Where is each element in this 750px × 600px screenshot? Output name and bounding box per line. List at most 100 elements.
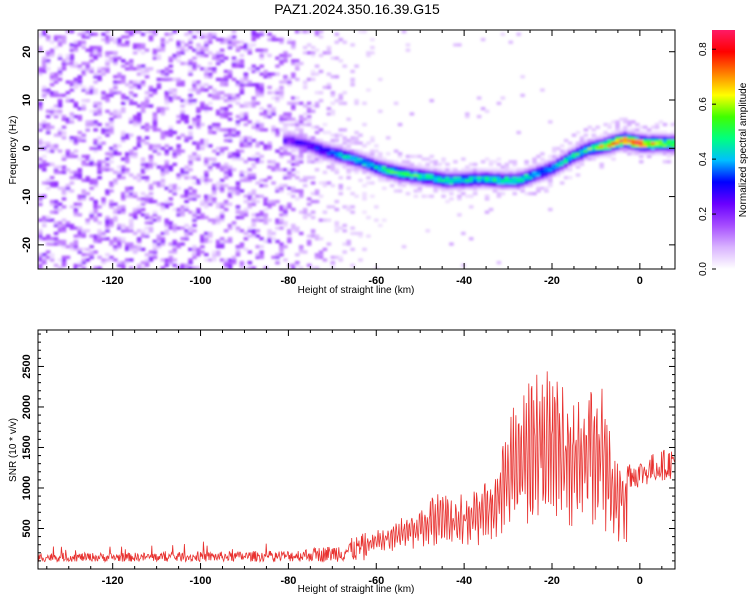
heatmap-cell — [85, 191, 90, 196]
heatmap-cell — [520, 93, 525, 97]
heatmap-cell — [583, 133, 589, 137]
heatmap-cell — [579, 146, 585, 151]
heatmap-cell — [599, 138, 604, 143]
heatmap-cell — [263, 48, 268, 52]
heatmap-cell — [117, 205, 122, 209]
heatmap-cell — [219, 218, 225, 222]
heatmap-cell — [567, 141, 573, 145]
heatmap-cell — [551, 170, 557, 174]
heatmap-cell — [314, 30, 320, 34]
heatmap-cell — [378, 223, 383, 228]
heatmap-cell — [69, 189, 75, 193]
heatmap-cell — [164, 40, 170, 44]
heatmap-cell — [354, 194, 359, 198]
heatmap-cell — [251, 30, 257, 34]
heatmap-cell — [512, 186, 518, 190]
heatmap-cell — [575, 146, 581, 151]
heatmap-cell — [255, 35, 261, 39]
snr-x-label: Height of straight line (km) — [298, 584, 415, 595]
heatmap-cell — [124, 186, 130, 190]
heatmap-cell — [417, 184, 423, 188]
heatmap-cell — [148, 250, 154, 254]
heatmap-cell — [49, 202, 55, 206]
heatmap-cell — [579, 141, 585, 145]
heatmap-cell — [251, 191, 257, 196]
heatmap-cell — [449, 191, 454, 196]
heatmap-cell — [208, 197, 213, 201]
heatmap-cell — [73, 83, 79, 87]
heatmap-cell — [69, 247, 75, 252]
heatmap-cell — [302, 112, 308, 116]
heatmap-cell — [370, 168, 375, 172]
heatmap-cell — [148, 255, 154, 259]
heatmap-cell — [397, 181, 403, 185]
heatmap-cell — [283, 168, 288, 172]
heatmap-cell — [109, 160, 114, 164]
heatmap-cell — [184, 229, 189, 233]
heatmap-cell — [413, 178, 419, 182]
heatmap-cell — [350, 157, 355, 161]
heatmap-cell — [504, 162, 510, 167]
heatmap-cell — [235, 250, 241, 254]
heatmap-cell — [121, 107, 126, 111]
heatmap-cell — [196, 181, 201, 185]
heatmap-cell — [188, 194, 193, 198]
heatmap-cell — [61, 130, 67, 135]
heatmap-cell — [670, 133, 675, 137]
heatmap-cell — [204, 144, 209, 148]
heatmap-cell — [650, 138, 656, 143]
heatmap-cell — [57, 72, 63, 76]
heatmap-cell — [49, 40, 55, 44]
heatmap-cell — [263, 199, 268, 204]
heatmap-cell — [425, 170, 431, 174]
heatmap-cell — [342, 136, 347, 140]
heatmap-cell — [520, 184, 525, 188]
x-tick-label: -20 — [544, 275, 560, 287]
heatmap-cell — [619, 128, 624, 132]
heatmap-cell — [61, 157, 67, 161]
heatmap-cell — [89, 53, 94, 58]
heatmap-cell — [575, 157, 581, 161]
y-tick-label: 1500 — [21, 435, 33, 459]
heatmap-cell — [57, 128, 63, 132]
heatmap-cell — [330, 160, 336, 164]
heatmap-cell — [77, 194, 83, 198]
heatmap-cell — [378, 173, 383, 177]
heatmap-cell — [61, 170, 67, 174]
heatmap-cell — [263, 221, 268, 225]
heatmap-cell — [666, 146, 672, 151]
heatmap-cell — [231, 223, 237, 228]
heatmap-cell — [433, 181, 438, 185]
heatmap-cell — [314, 32, 320, 36]
heatmap-cell — [89, 162, 94, 167]
heatmap-cell — [342, 223, 347, 228]
heatmap-cell — [211, 157, 217, 161]
heatmap-cell — [93, 149, 98, 153]
heatmap-cell — [93, 104, 98, 108]
x-tick-label: -80 — [280, 275, 296, 287]
heatmap-cell — [571, 146, 577, 151]
heatmap-cell — [310, 109, 316, 113]
heatmap-cell — [243, 138, 249, 143]
heatmap-cell — [575, 141, 581, 145]
heatmap-cell — [457, 189, 462, 193]
heatmap-cell — [132, 80, 138, 84]
heatmap-cell — [302, 45, 308, 50]
heatmap-cell — [38, 162, 43, 167]
heatmap-cell — [53, 205, 59, 209]
heatmap-cell — [223, 229, 229, 233]
heatmap-cell — [69, 170, 75, 174]
heatmap-cell — [61, 263, 67, 267]
heatmap-cell — [105, 223, 110, 228]
heatmap-cell — [500, 170, 506, 174]
heatmap-cell — [551, 168, 557, 172]
heatmap-cell — [346, 146, 351, 151]
heatmap-cell — [583, 144, 589, 148]
heatmap-cell — [283, 149, 288, 153]
heatmap-cell — [287, 146, 292, 151]
heatmap-cell — [192, 176, 197, 180]
heatmap-cell — [287, 114, 292, 119]
heatmap-cell — [89, 250, 94, 254]
heatmap-cell — [97, 234, 102, 238]
heatmap-cell — [591, 149, 597, 153]
